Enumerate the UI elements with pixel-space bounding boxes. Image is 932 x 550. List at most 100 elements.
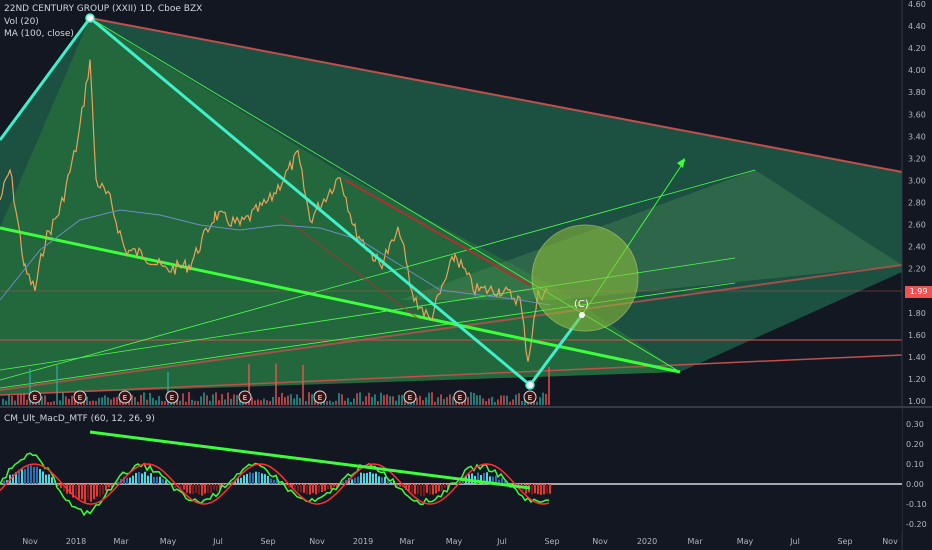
macd-histogram-bar (336, 484, 338, 488)
volume-bar (59, 400, 61, 405)
macd-histogram-bar (69, 484, 71, 495)
volume-bar (212, 394, 214, 405)
price-tick-label: 1.40 (908, 353, 926, 362)
volume-bar (299, 398, 301, 405)
price-axis (902, 0, 932, 550)
ma-line (0, 209, 551, 306)
macd-histogram-bar (90, 484, 92, 502)
volume-bar (398, 394, 400, 405)
macd-histogram-bar (354, 477, 356, 484)
volume-bar (371, 396, 373, 405)
macd-histogram-bar (543, 484, 545, 495)
macd-histogram-bar (138, 471, 140, 484)
volume-bar (206, 395, 208, 405)
volume-bar (284, 397, 286, 405)
macd-histogram-bar (363, 473, 365, 484)
macd-histogram-bar (189, 484, 191, 494)
volume-bar (29, 368, 31, 405)
volume-bar (158, 396, 160, 405)
volume-bar (251, 397, 253, 405)
time-axis-ticks: Nov 2018 Mar May Jul Sep Nov 2019 Mar May Jul Sep No… (22, 537, 898, 546)
volume-bar (164, 401, 166, 405)
price-tick-label: 2.40 (908, 243, 926, 252)
time-tick-label: May (160, 537, 177, 546)
volume-bar (62, 392, 64, 405)
macd-histogram-bar (153, 476, 155, 484)
volume-bar (533, 400, 535, 405)
macd-histogram-bar (483, 472, 485, 484)
volume-bar (149, 392, 151, 405)
volume-bar (11, 395, 13, 405)
volume-bar (41, 396, 43, 405)
symbol-title[interactable]: 22ND CENTURY GROUP (XXII) 1D, Cboe BZX (4, 4, 203, 14)
volume-bar (491, 396, 493, 405)
macd-histogram-bar (207, 484, 209, 493)
macd-histogram-bar (297, 484, 299, 492)
volume-bar (470, 392, 472, 405)
macd-histogram-bar (492, 476, 494, 484)
macd-histogram-bar (330, 484, 332, 490)
price-tick-label: 3.40 (908, 132, 926, 141)
volume-bar (248, 364, 250, 405)
macd-indicator-label[interactable]: CM_Ult_MacD_MTF (60, 12, 26, 9) (4, 414, 155, 424)
macd-histogram-bar (144, 471, 146, 484)
macd-histogram-bar (36, 466, 38, 484)
macd-histogram-bar (165, 480, 167, 484)
wave-point-bottom[interactable] (525, 380, 535, 390)
volume-bar (215, 392, 217, 405)
volume-indicator-label[interactable]: Vol (20) (4, 17, 39, 27)
macd-histogram-bar (270, 478, 272, 484)
macd-tick-label: 0.10 (906, 460, 924, 469)
macd-histogram-bar (156, 476, 158, 484)
volume-bar (221, 394, 223, 405)
macd-histogram-bar (12, 474, 14, 484)
macd-histogram-bar (33, 466, 35, 484)
volume-bar (461, 401, 463, 405)
volume-bar (278, 396, 280, 405)
volume-bar (479, 395, 481, 405)
macd-histogram-bar (210, 484, 212, 494)
earnings-marker-label: E (528, 394, 532, 402)
macd-histogram-bar (117, 481, 119, 484)
macd-histogram-bar (414, 484, 416, 495)
macd-histogram-bar (408, 484, 410, 492)
price-series (0, 59, 549, 362)
macd-histogram-bar (216, 484, 218, 492)
volume-bar (419, 395, 421, 405)
fan-line-1 (0, 169, 756, 381)
volume-bar (443, 399, 445, 405)
volume-bar (362, 401, 364, 405)
earnings-marker-label: E (123, 394, 127, 402)
macd-histogram-bar (180, 484, 182, 489)
macd-trend-line (89, 430, 531, 490)
volume-bar (485, 400, 487, 405)
price-tick-label: 4.20 (908, 44, 926, 53)
wave-point-top[interactable] (85, 13, 95, 23)
volume-bar (95, 400, 97, 405)
ma-indicator-label[interactable]: MA (100, close) (4, 29, 74, 39)
time-tick-label: 2020 (637, 537, 657, 546)
macd-histogram-bar (324, 484, 326, 491)
volume-bar (152, 397, 154, 405)
macd-histogram-bar (429, 484, 431, 495)
macd-histogram-bar (447, 484, 449, 489)
volume-bar (431, 392, 433, 405)
time-tick-label: Sep (260, 537, 275, 546)
earnings-marker-label: E (318, 394, 322, 402)
time-tick-label: Nov (882, 537, 898, 546)
wave-point-c[interactable] (579, 312, 585, 318)
price-axis-ticks: 4.60 4.40 4.20 4.00 3.80 3.60 3.40 3.20 3.00 2.80… (908, 0, 926, 406)
price-tick-label: 4.00 (908, 66, 926, 75)
time-tick-label: Sep (544, 537, 559, 546)
upper-channel-fill (400, 170, 902, 300)
macd-histogram-bar (198, 484, 200, 495)
macd-histogram-bar (423, 484, 425, 497)
time-tick-label: Mar (687, 537, 703, 546)
volume-bar (329, 400, 331, 405)
volume-bar (272, 396, 274, 405)
macd-histogram-bar (30, 465, 32, 484)
time-tick-label: Jul (789, 537, 800, 546)
macd-histogram-bar (462, 479, 464, 484)
macd-histogram-bar (501, 478, 503, 484)
